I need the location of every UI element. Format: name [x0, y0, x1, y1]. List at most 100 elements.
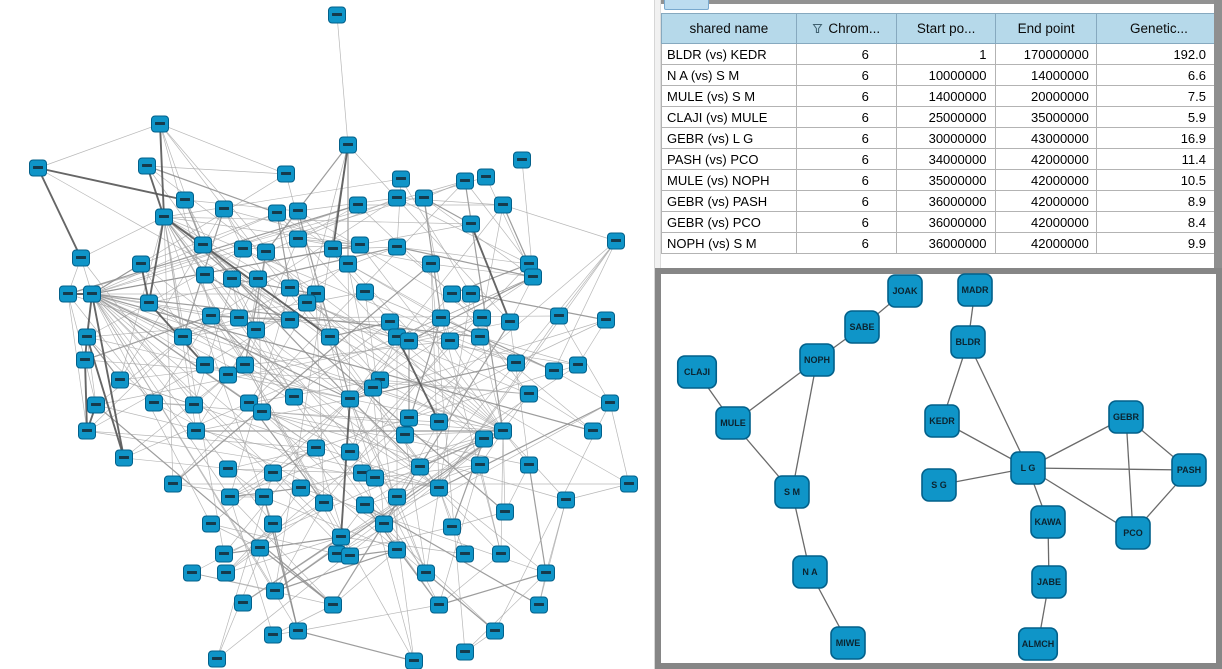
- overview-network-edge[interactable]: [274, 430, 504, 592]
- overview-network-edge[interactable]: [430, 263, 534, 278]
- overview-network-edge[interactable]: [146, 165, 204, 246]
- overview-network-edge[interactable]: [229, 496, 274, 636]
- overview-network-edge[interactable]: [481, 204, 504, 319]
- overview-network-node[interactable]: [215, 545, 233, 563]
- overview-network-node[interactable]: [339, 255, 357, 273]
- overview-network-edge[interactable]: [408, 276, 534, 342]
- overview-network-edge[interactable]: [67, 293, 155, 404]
- overview-network-edge[interactable]: [336, 430, 504, 555]
- overview-network-edge[interactable]: [297, 197, 398, 212]
- overview-network-node[interactable]: [249, 270, 267, 288]
- overview-network-edge[interactable]: [91, 293, 594, 432]
- overview-network-edge[interactable]: [553, 370, 611, 404]
- overview-network-node[interactable]: [364, 379, 382, 397]
- overview-network-edge[interactable]: [261, 411, 317, 449]
- filter-funnel-icon[interactable]: [812, 23, 823, 34]
- overview-network-edge[interactable]: [146, 165, 278, 214]
- overview-network-node[interactable]: [388, 488, 406, 506]
- table-row[interactable]: GEBR (vs) PASH 6 36000000 42000000 8.9: [661, 190, 1222, 212]
- overview-network-edge[interactable]: [396, 336, 504, 432]
- overview-network-edge[interactable]: [119, 340, 451, 381]
- overview-network-edge[interactable]: [159, 123, 204, 246]
- overview-network-edge[interactable]: [223, 430, 504, 555]
- overview-network-edge[interactable]: [257, 246, 398, 280]
- overview-network-edge[interactable]: [210, 315, 291, 321]
- overview-network-edge[interactable]: [332, 523, 385, 606]
- column-header-1[interactable]: Chrom...: [795, 13, 897, 44]
- detail-node-mule[interactable]: MULE: [715, 406, 751, 440]
- overview-network-edge[interactable]: [396, 197, 504, 206]
- overview-network-edge[interactable]: [86, 430, 317, 449]
- overview-network-edge[interactable]: [91, 293, 351, 557]
- overview-network-node[interactable]: [601, 394, 619, 412]
- overview-network-edge[interactable]: [430, 263, 440, 489]
- overview-network-edge[interactable]: [84, 359, 88, 432]
- overview-network-edge[interactable]: [163, 178, 402, 218]
- overview-network-edge[interactable]: [159, 123, 287, 175]
- overview-network-edge[interactable]: [261, 411, 567, 501]
- detail-node-pco[interactable]: PCO: [1115, 516, 1151, 550]
- overview-network-edge[interactable]: [396, 336, 440, 423]
- overview-network-node[interactable]: [392, 170, 410, 188]
- overview-network-node[interactable]: [83, 285, 101, 303]
- overview-network-node[interactable]: [443, 518, 461, 536]
- overview-network-node[interactable]: [341, 443, 359, 461]
- overview-network-edge[interactable]: [306, 302, 398, 338]
- overview-network-node[interactable]: [289, 622, 307, 640]
- overview-network-edge[interactable]: [347, 144, 511, 323]
- overview-network-node[interactable]: [289, 202, 307, 220]
- overview-network-node[interactable]: [328, 6, 346, 24]
- overview-network-edge[interactable]: [242, 248, 317, 295]
- detail-node-miwe[interactable]: MIWE: [830, 626, 866, 660]
- overview-network-edge[interactable]: [225, 536, 342, 574]
- overview-network-edge[interactable]: [349, 204, 504, 400]
- overview-network-node[interactable]: [351, 236, 369, 254]
- overview-network-edge[interactable]: [227, 468, 363, 474]
- overview-network-edge[interactable]: [449, 340, 504, 432]
- overview-network-node[interactable]: [266, 582, 284, 600]
- overview-network-edge[interactable]: [255, 251, 267, 331]
- overview-network-edge[interactable]: [438, 240, 617, 489]
- column-header-2[interactable]: Start po...: [895, 13, 997, 44]
- overview-network-node[interactable]: [441, 332, 459, 350]
- overview-network-node[interactable]: [520, 456, 538, 474]
- overview-network-edge[interactable]: [223, 208, 361, 246]
- overview-network-node[interactable]: [456, 545, 474, 563]
- overview-network-node[interactable]: [281, 311, 299, 329]
- overview-network-edge[interactable]: [425, 487, 440, 574]
- overview-network-node[interactable]: [29, 159, 47, 177]
- column-header-4[interactable]: Genetic...: [1095, 13, 1222, 44]
- overview-network-edge[interactable]: [451, 293, 530, 395]
- overview-network-edge[interactable]: [210, 523, 338, 555]
- overview-network-node[interactable]: [236, 356, 254, 374]
- table-row[interactable]: BLDR (vs) KEDR 6 1 170000000 192.0: [661, 43, 1222, 65]
- overview-network-node[interactable]: [194, 236, 212, 254]
- overview-network-edge[interactable]: [297, 630, 415, 662]
- overview-network-node[interactable]: [223, 270, 241, 288]
- overview-network-node[interactable]: [569, 356, 587, 374]
- overview-network-node[interactable]: [87, 396, 105, 414]
- overview-network-node[interactable]: [475, 430, 493, 448]
- overview-network-edge[interactable]: [172, 263, 432, 485]
- overview-network-edge[interactable]: [86, 336, 97, 406]
- overview-network-node[interactable]: [456, 643, 474, 661]
- overview-network-edge[interactable]: [119, 379, 195, 406]
- detail-node-s-m[interactable]: S M: [774, 475, 810, 509]
- overview-network-edge[interactable]: [438, 487, 547, 574]
- overview-network-edge[interactable]: [449, 340, 594, 432]
- overview-network-node[interactable]: [208, 650, 226, 668]
- overview-network-edge[interactable]: [255, 329, 351, 400]
- overview-network-edge[interactable]: [553, 240, 617, 372]
- overview-network-edge[interactable]: [202, 244, 291, 321]
- overview-network-edge[interactable]: [123, 374, 229, 459]
- overview-network-node[interactable]: [620, 475, 638, 493]
- overview-network-edge[interactable]: [340, 398, 351, 538]
- overview-network-edge[interactable]: [440, 317, 502, 555]
- overview-network-edge[interactable]: [408, 362, 517, 419]
- overview-network-edge[interactable]: [163, 216, 630, 485]
- overview-network-edge[interactable]: [347, 263, 481, 338]
- overview-network-edge[interactable]: [332, 549, 398, 606]
- detail-network-edge[interactable]: [1125, 416, 1134, 534]
- table-row[interactable]: NOPH (vs) S M 6 36000000 42000000 9.9: [661, 232, 1222, 254]
- overview-network-edge[interactable]: [163, 216, 415, 662]
